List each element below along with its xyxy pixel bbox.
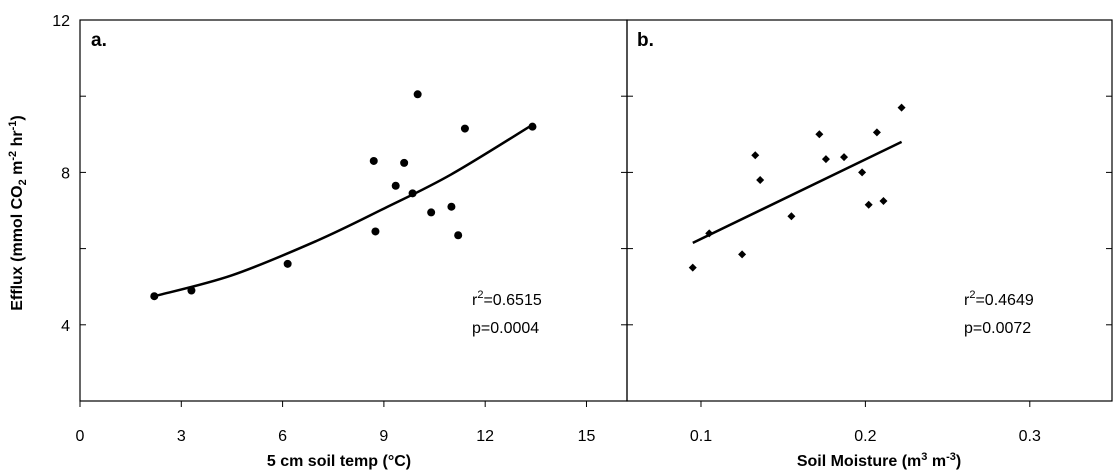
- x-tick-label-a: 9: [379, 428, 388, 445]
- data-point-a: [447, 202, 456, 211]
- data-point-a: [454, 231, 463, 240]
- fit-line-a: [153, 123, 534, 298]
- panel-a-label: a.: [91, 30, 107, 51]
- plot-frame-b: [626, 19, 1113, 402]
- x-tick-label-b: 0.1: [690, 428, 712, 445]
- data-point-b: [705, 229, 714, 238]
- data-point-a: [413, 90, 422, 99]
- y-tick-label: 4: [61, 318, 70, 335]
- x-axis-title-a: 5 cm soil temp (°C): [267, 453, 411, 470]
- data-point-a: [528, 122, 537, 131]
- x-axis-title-b: Soil Moisture (m3 m-3): [797, 451, 961, 470]
- panel-b: 0.1 0.2 0.3: [626, 19, 1113, 445]
- data-point-a: [400, 158, 409, 167]
- data-point-b: [787, 212, 796, 221]
- data-point-b: [815, 130, 824, 139]
- data-point-a: [460, 124, 469, 133]
- data-point-b: [864, 200, 873, 209]
- y-axis-title: Efflux (mmol CO2 m-2 hr-1): [7, 115, 29, 310]
- data-point-b: [879, 196, 888, 205]
- data-point-b: [897, 103, 906, 112]
- x-tick-label-a: 12: [476, 428, 494, 445]
- y-tick-label: 12: [52, 13, 70, 30]
- data-point-b: [821, 155, 830, 164]
- data-point-b: [688, 263, 697, 272]
- data-point-b: [738, 250, 747, 259]
- data-point-a: [391, 181, 400, 190]
- data-point-b: [858, 168, 867, 177]
- x-tick-label-a: 6: [278, 428, 287, 445]
- panel-b-label: b.: [637, 30, 654, 51]
- fit-line-b: [692, 140, 903, 245]
- data-point-a: [427, 208, 436, 217]
- plot-frame-a: [79, 19, 628, 402]
- data-point-b: [756, 176, 765, 185]
- x-tick-label-a: 3: [177, 428, 186, 445]
- data-point-a: [150, 292, 159, 301]
- stat-p-a: p=0.0004: [472, 320, 539, 337]
- data-point-a: [187, 286, 196, 295]
- data-point-a: [369, 156, 378, 165]
- x-tick-label-b: 0.2: [854, 428, 876, 445]
- stat-r2-b: r2=0.4649: [964, 289, 1034, 309]
- panel-a: 4 8 12 0 3 6 9 12 15: [52, 13, 628, 445]
- data-point-b: [840, 153, 849, 162]
- x-tick-label-b: 0.3: [1019, 428, 1041, 445]
- y-tick-label: 8: [61, 165, 70, 182]
- stat-p-b: p=0.0072: [964, 320, 1031, 337]
- data-point-b: [872, 128, 881, 137]
- stat-r2-a: r2=0.6515: [472, 289, 542, 309]
- data-point-a: [408, 189, 417, 198]
- x-tick-label-a: 15: [578, 428, 596, 445]
- data-point-a: [371, 227, 380, 236]
- x-tick-label-a: 0: [76, 428, 85, 445]
- data-point-b: [751, 151, 760, 160]
- data-point-a: [283, 259, 292, 268]
